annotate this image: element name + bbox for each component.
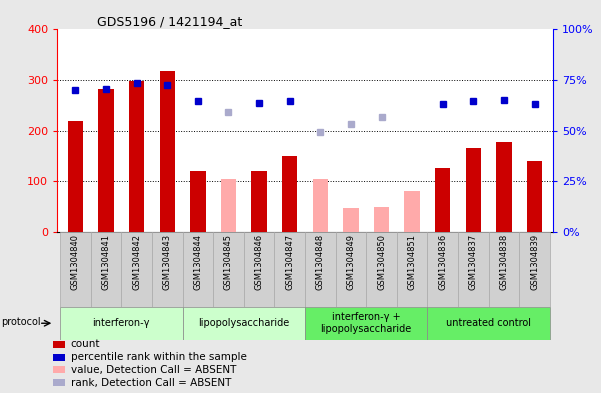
Bar <box>183 232 213 307</box>
Bar <box>244 232 275 307</box>
Bar <box>458 232 489 307</box>
Text: percentile rank within the sample: percentile rank within the sample <box>71 352 246 362</box>
Bar <box>60 232 91 307</box>
Text: GSM1304845: GSM1304845 <box>224 234 233 290</box>
Text: GSM1304841: GSM1304841 <box>102 234 111 290</box>
Text: value, Detection Call = ABSENT: value, Detection Call = ABSENT <box>71 365 236 375</box>
Text: GSM1304850: GSM1304850 <box>377 234 386 290</box>
Text: GSM1304849: GSM1304849 <box>346 234 355 290</box>
Text: GSM1304851: GSM1304851 <box>407 234 416 290</box>
Text: interferon-γ: interferon-γ <box>93 318 150 328</box>
Bar <box>282 156 297 232</box>
Bar <box>397 232 427 307</box>
Text: GSM1304844: GSM1304844 <box>194 234 203 290</box>
Bar <box>427 232 458 307</box>
Bar <box>91 232 121 307</box>
Text: GSM1304846: GSM1304846 <box>255 234 264 290</box>
Text: rank, Detection Call = ABSENT: rank, Detection Call = ABSENT <box>71 378 231 387</box>
Text: GSM1304837: GSM1304837 <box>469 234 478 290</box>
Bar <box>275 232 305 307</box>
Text: GSM1304848: GSM1304848 <box>316 234 325 290</box>
Bar <box>519 232 550 307</box>
Bar <box>435 168 450 232</box>
Bar <box>335 232 366 307</box>
Bar <box>99 89 114 232</box>
Bar <box>53 366 66 373</box>
Bar <box>251 171 267 232</box>
Text: protocol: protocol <box>1 317 41 327</box>
Bar <box>489 232 519 307</box>
Text: GSM1304843: GSM1304843 <box>163 234 172 290</box>
Bar <box>53 379 66 386</box>
Bar <box>313 179 328 232</box>
Bar <box>366 232 397 307</box>
Bar <box>160 72 175 232</box>
Text: interferon-γ +
lipopolysaccharide: interferon-γ + lipopolysaccharide <box>320 312 412 334</box>
Bar <box>53 354 66 361</box>
Text: GSM1304836: GSM1304836 <box>438 234 447 290</box>
Text: GSM1304840: GSM1304840 <box>71 234 80 290</box>
Bar <box>68 121 83 232</box>
Bar <box>152 232 183 307</box>
Text: GDS5196 / 1421194_at: GDS5196 / 1421194_at <box>97 15 242 28</box>
Bar <box>404 191 419 232</box>
Text: untreated control: untreated control <box>446 318 531 328</box>
Bar <box>527 161 542 232</box>
Bar <box>427 307 550 340</box>
Text: lipopolysaccharide: lipopolysaccharide <box>198 318 290 328</box>
Bar <box>221 179 236 232</box>
Bar <box>213 232 244 307</box>
Text: GSM1304842: GSM1304842 <box>132 234 141 290</box>
Bar <box>53 341 66 348</box>
Bar <box>466 149 481 232</box>
Bar <box>374 207 389 232</box>
Text: GSM1304847: GSM1304847 <box>285 234 294 290</box>
Text: GSM1304838: GSM1304838 <box>499 234 508 290</box>
Bar <box>183 307 305 340</box>
Bar <box>305 232 335 307</box>
Bar <box>343 208 359 232</box>
Bar <box>129 81 144 232</box>
Text: count: count <box>71 340 100 349</box>
Bar <box>191 171 206 232</box>
Bar <box>496 142 511 232</box>
Bar <box>121 232 152 307</box>
Bar <box>305 307 427 340</box>
Bar <box>60 307 183 340</box>
Text: GSM1304839: GSM1304839 <box>530 234 539 290</box>
